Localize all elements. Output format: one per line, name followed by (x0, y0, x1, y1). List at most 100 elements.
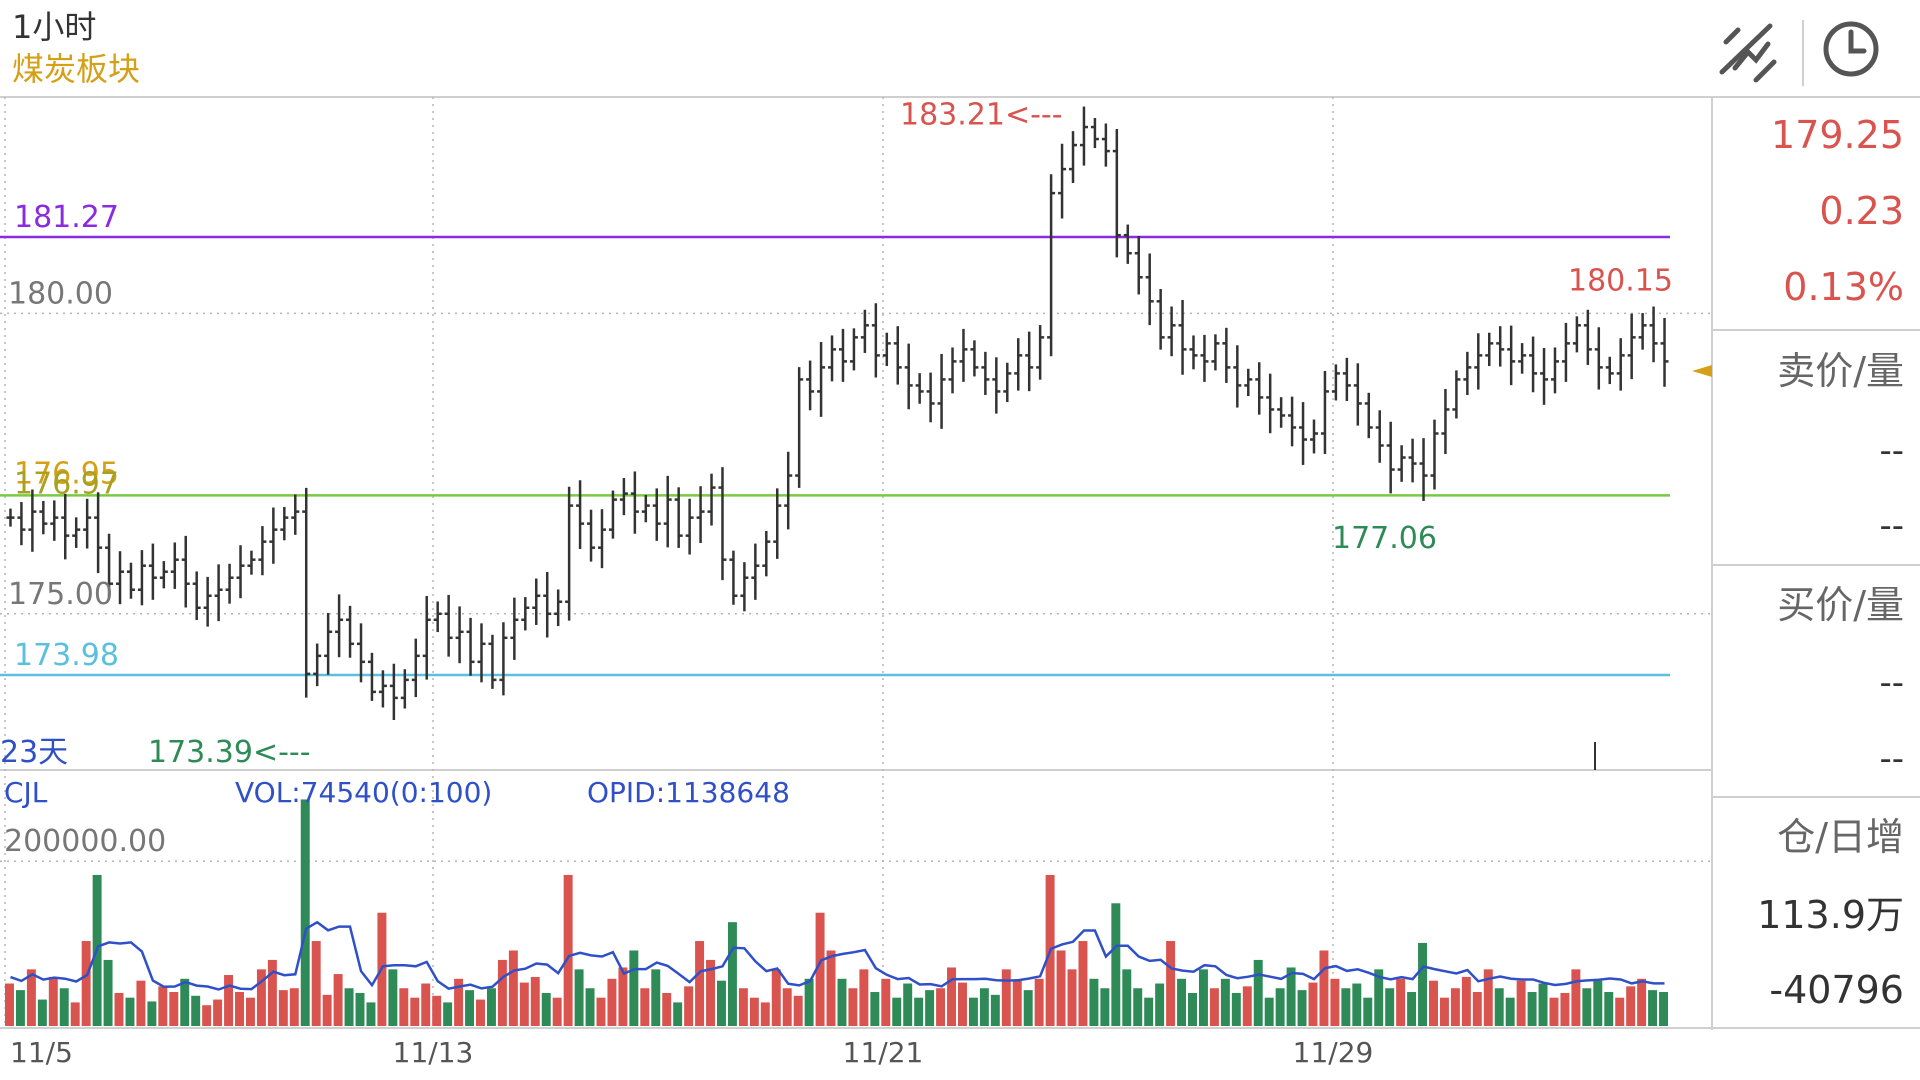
grid-layer (0, 97, 1710, 1026)
ohlc-bar (236, 545, 245, 599)
instrument-name: 煤炭板块 (12, 50, 140, 88)
volume-average-line (10, 920, 1665, 991)
ohlc-bar (1386, 421, 1395, 494)
volume-bar (629, 950, 639, 1026)
volume-bar (1374, 969, 1384, 1026)
volume-bar (202, 1005, 212, 1026)
volume-bar (1461, 976, 1471, 1026)
ohlc-bar (225, 563, 234, 604)
ohlc-bar (904, 343, 913, 410)
draw-lines-icon[interactable] (1719, 23, 1777, 83)
ohlc-bar (313, 643, 322, 687)
volume-bar (519, 982, 529, 1026)
chart-labels: 11/5 11/13 11/21 11/29 180.00 175.00 181.27 176… (0, 97, 1673, 1069)
volume-bar (125, 997, 135, 1026)
volume-bar (1023, 990, 1033, 1026)
ask-volume: -- (1879, 506, 1904, 546)
ohlc-bar (1222, 327, 1231, 383)
volume-bar (662, 992, 672, 1026)
volume-bar (1319, 950, 1329, 1026)
volume-bar (421, 983, 431, 1026)
volume-bar (1615, 997, 1625, 1026)
volume-bar (1483, 969, 1493, 1026)
ohlc-bar (400, 669, 409, 709)
ohlc-bar (1025, 331, 1034, 392)
volume-bar (1571, 969, 1581, 1026)
ohlc-bar (411, 638, 420, 698)
volume-bar (541, 992, 551, 1026)
volume-bar (1286, 967, 1296, 1026)
ohlc-bar (1342, 357, 1351, 401)
volume-bar (760, 1002, 770, 1026)
volume-bar (1549, 997, 1559, 1026)
ohlc-bar (1266, 373, 1275, 434)
ohlc-bar (214, 564, 223, 622)
level-label-overlap: 176.95 (14, 456, 119, 491)
volume-bar (1100, 988, 1110, 1026)
ohlc-bar (1047, 174, 1056, 357)
volume-bar (892, 997, 902, 1026)
ohlc-bars (6, 106, 1669, 721)
period-label[interactable]: 1小时 (12, 8, 96, 46)
ohlc-bar (762, 531, 771, 577)
volume-bar (1407, 992, 1417, 1026)
ohlc-bar (203, 576, 212, 627)
volume-bar (717, 980, 726, 1026)
ohlc-bar (532, 578, 541, 625)
volume-bar (706, 959, 716, 1026)
volume-bar (738, 988, 748, 1026)
volume-bar (990, 994, 1000, 1026)
volume-bar (300, 799, 310, 1026)
ohlc-bar (159, 561, 168, 589)
volume-bar (727, 922, 737, 1026)
ohlc-bar (1200, 334, 1209, 382)
ohlc-bar (444, 594, 453, 657)
volume-bar (1198, 969, 1208, 1026)
volume-bar (333, 974, 343, 1026)
ohlc-bar (992, 357, 1001, 414)
volume-bar (1177, 978, 1187, 1026)
ohlc-bar (937, 354, 946, 429)
ohlc-bar (565, 486, 574, 621)
ohlc-bar (94, 492, 103, 574)
volume-bar (37, 999, 47, 1026)
volume-bar (224, 975, 234, 1026)
ohlc-bar (28, 489, 37, 552)
volume-bar (1242, 986, 1252, 1026)
volume-bar (826, 950, 836, 1026)
x-tick-label: 11/29 (1293, 1036, 1374, 1069)
volume-bar (245, 997, 255, 1026)
volume-bar (1155, 983, 1165, 1026)
volume-bar (410, 997, 420, 1026)
ohlc-bar (346, 605, 355, 658)
volume-bar (979, 988, 989, 1026)
ohlc-bar (1244, 368, 1253, 397)
volume-bar (1341, 988, 1351, 1026)
volume-bar (1297, 990, 1307, 1026)
bid-price: -- (1879, 663, 1904, 703)
ohlc-bar (6, 508, 15, 527)
volume-bar (1330, 978, 1340, 1026)
clock-icon[interactable] (1823, 21, 1879, 77)
volume-bar (837, 978, 847, 1026)
volume-bar (618, 967, 628, 1026)
ohlc-bar (1090, 118, 1099, 149)
ohlc-bar (324, 612, 333, 675)
volume-bar (1056, 950, 1066, 1026)
ohlc-bar (1540, 348, 1549, 405)
ohlc-bar (587, 509, 596, 562)
volume-bar (322, 994, 332, 1026)
volume-bar (399, 988, 409, 1026)
ohlc-bar (1014, 338, 1023, 391)
volume-bar (1166, 941, 1176, 1026)
ohlc-bar (1320, 370, 1329, 454)
price-change: 0.23 (1819, 189, 1904, 233)
volume-bar (278, 990, 288, 1026)
ohlc-bar (838, 328, 847, 382)
volume-bar (191, 995, 201, 1026)
volume-bar (782, 988, 792, 1026)
volume-bar (465, 990, 475, 1026)
ohlc-bar (1572, 316, 1581, 353)
volume-bar (486, 988, 496, 1026)
ohlc-bar (1430, 419, 1439, 490)
